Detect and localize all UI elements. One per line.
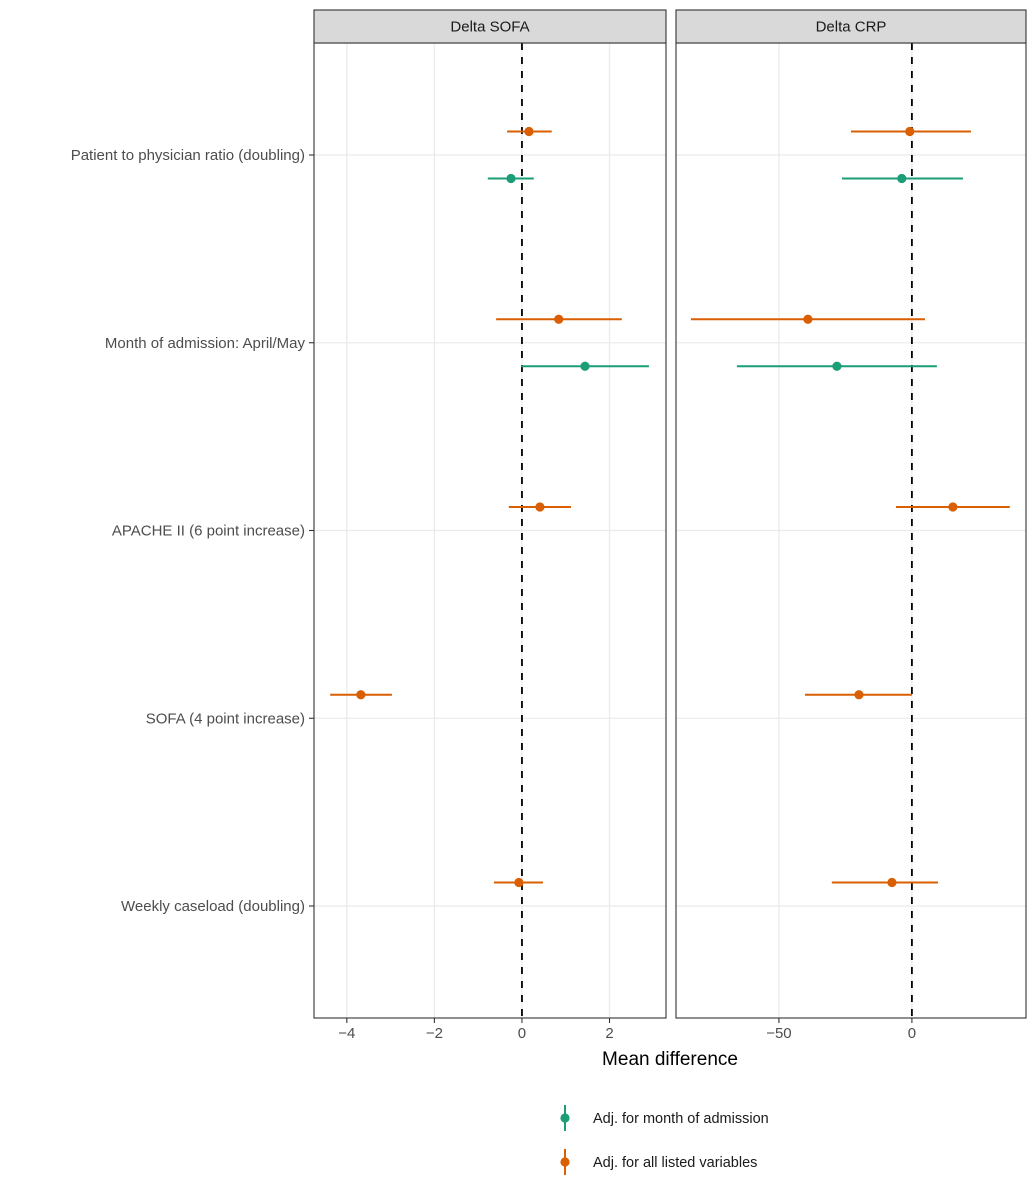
estimate-all [496,314,622,324]
facet-strip [313,9,667,44]
x-axis-title: Mean difference [602,1049,738,1070]
estimate-all [851,126,971,137]
point-estimate [580,361,590,371]
estimate-all [895,502,1010,512]
point-estimate [524,126,534,137]
estimate-all [831,877,938,888]
legend-item-all: Adj. for all listed variables [560,1149,757,1175]
y-axis: Patient to physician ratio (doubling) Mon… [71,147,314,915]
y-tick-label: Weekly caseload (doubling) [121,898,305,915]
estimate-all [507,126,552,137]
legend-label: Adj. for all listed variables [593,1155,757,1171]
point-estimate [356,690,366,700]
facet-strip-title: Delta CRP [816,19,887,36]
estimate-month [521,361,649,371]
panels: Delta SOFA −4 −2 0 2 Delta CRP −50 0 [313,9,1027,1042]
point-estimate [803,314,813,324]
estimate-month [487,173,534,184]
point-estimate [554,314,564,324]
estimate-month [841,173,963,184]
legend-key-point [560,1157,570,1167]
estimate-all [330,690,392,700]
y-tick-label: SOFA (4 point increase) [146,710,305,727]
estimate-all [804,690,912,700]
x-tick-label: 2 [605,1025,613,1042]
y-tick-label: Patient to physician ratio (doubling) [71,147,305,164]
point-estimate [887,877,897,888]
y-tick-label: Month of admission: April/May [105,335,306,352]
point-estimate [948,502,958,512]
x-tick-label: −4 [338,1025,355,1042]
point-estimate [535,502,545,512]
x-tick-label: −50 [766,1025,791,1042]
legend: Adj. for month of admission Adj. for all … [560,1105,769,1175]
x-tick-label: 0 [908,1025,916,1042]
panel-1: Delta CRP −50 0 [675,9,1027,1042]
estimate-all [493,877,543,888]
legend-item-month: Adj. for month of admission [560,1105,769,1131]
x-tick-label: −2 [426,1025,443,1042]
facet-strip [675,9,1027,44]
point-estimate [897,173,907,184]
estimate-month [736,361,937,371]
legend-label: Adj. for month of admission [593,1111,769,1127]
point-estimate [854,690,864,700]
panel-0: Delta SOFA −4 −2 0 2 [313,9,667,1042]
facet-strip-title: Delta SOFA [450,19,529,36]
point-estimate [514,877,524,888]
legend-key-point [560,1113,570,1123]
estimate-all [690,314,925,324]
point-estimate [506,173,516,184]
point-estimate [905,126,915,137]
point-estimate [832,361,842,371]
x-tick-label: 0 [518,1025,526,1042]
estimate-all [508,502,571,512]
y-tick-label: APACHE II (6 point increase) [112,523,305,540]
